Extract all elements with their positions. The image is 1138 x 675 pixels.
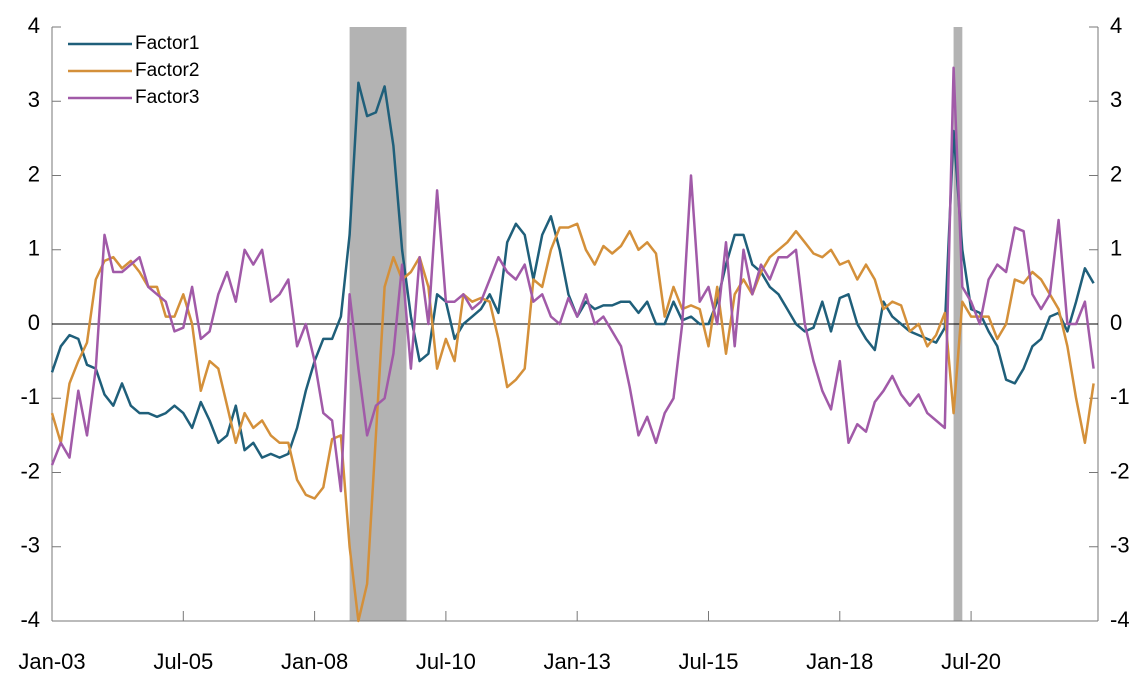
- y-tick-label: -2: [20, 458, 40, 483]
- x-tick-label: Jul-20: [941, 649, 1001, 674]
- legend-label: Factor1: [135, 33, 199, 54]
- y-tick-label: 2: [28, 161, 40, 186]
- series-line: [50, 222, 1095, 623]
- y-tick-label: -1: [20, 384, 40, 409]
- x-tick-label: Jan-08: [281, 649, 348, 674]
- y-tick-label: -4: [20, 607, 40, 632]
- x-tick-label: Jan-13: [544, 649, 611, 674]
- legend-label: Factor3: [135, 87, 199, 108]
- series-line: [50, 66, 1095, 493]
- x-tick-label: Jan-03: [18, 649, 85, 674]
- y2-tick-label: 1: [1110, 236, 1122, 261]
- x-tick-label: Jul-10: [416, 649, 476, 674]
- legend-label: Factor2: [135, 60, 199, 81]
- y2-tick-label: -2: [1110, 458, 1130, 483]
- y2-tick-label: 0: [1110, 310, 1122, 335]
- y-tick-label: 1: [28, 236, 40, 261]
- series-line: [50, 81, 1095, 459]
- x-tick-label: Jul-05: [153, 649, 213, 674]
- y-tick-label: 0: [28, 310, 40, 335]
- y-tick-label: 4: [28, 13, 40, 38]
- y2-tick-label: -1: [1110, 384, 1130, 409]
- y-tick-label: 3: [28, 87, 40, 112]
- x-tick-label: Jan-18: [806, 649, 873, 674]
- y2-tick-label: -4: [1110, 607, 1130, 632]
- y2-tick-label: 3: [1110, 87, 1122, 112]
- y2-tick-label: 4: [1110, 13, 1122, 38]
- x-tick-label: Jul-15: [679, 649, 739, 674]
- y2-tick-label: -3: [1110, 533, 1130, 558]
- y-tick-label: -3: [20, 533, 40, 558]
- y2-tick-label: 2: [1110, 161, 1122, 186]
